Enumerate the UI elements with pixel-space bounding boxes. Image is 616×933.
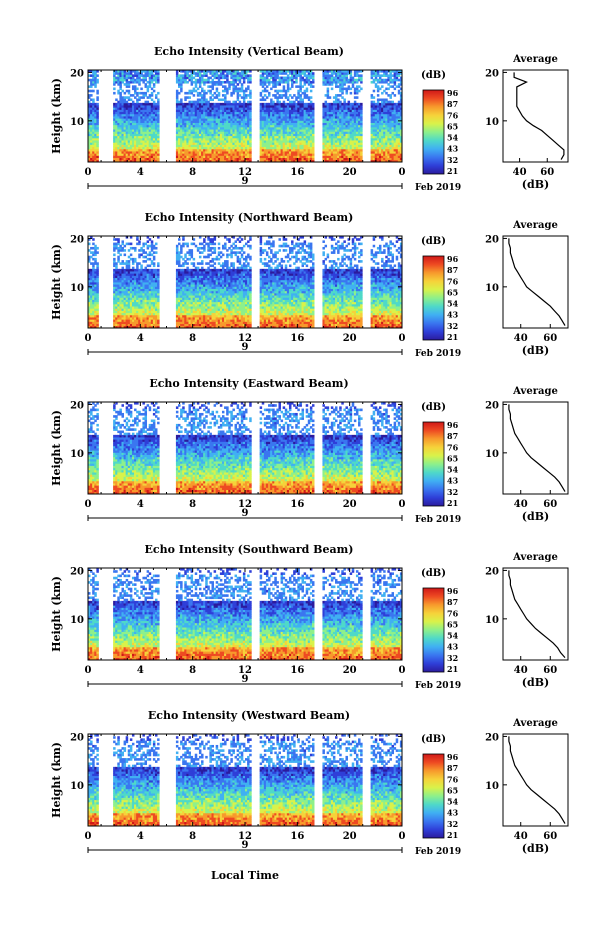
heatmap-cell	[218, 92, 220, 95]
heatmap	[88, 70, 402, 162]
average-profile-line	[514, 72, 564, 159]
heatmap-cell	[96, 74, 98, 77]
colorbar-tick-label: 87	[447, 99, 458, 109]
beam-panel: Echo Intensity (Vertical Beam) Height (km…	[50, 45, 568, 193]
colorbar-tick-label: 43	[447, 144, 459, 154]
heatmap-cell	[90, 94, 92, 97]
day-label: 9	[242, 176, 249, 187]
colorbar-tick-label: 32	[447, 155, 458, 165]
colorbar-tick-label: 21	[447, 166, 458, 176]
heatmap-cell	[113, 258, 115, 261]
heatmap-cell	[268, 92, 270, 95]
x-tick-label: 0	[85, 167, 92, 178]
heatmap-cell	[360, 74, 362, 77]
colorbar-tick-label: 65	[447, 121, 458, 131]
date-label: Feb 2019	[415, 183, 461, 193]
heatmap-cell	[249, 90, 251, 93]
average-frame	[503, 70, 568, 162]
heatmap-cell	[312, 85, 314, 88]
x-tick-label: 0	[399, 167, 406, 178]
beam-panel: Echo Intensity (Northward Beam) Height (k…	[50, 211, 568, 359]
heatmap-cell	[188, 96, 190, 99]
heatmap-cell	[350, 92, 352, 95]
heatmap-cell	[96, 79, 98, 82]
heatmap-cell	[327, 88, 329, 91]
heatmap-cell	[119, 254, 121, 257]
heatmap-cell	[306, 88, 308, 91]
colorbar-tick-label: 76	[447, 110, 459, 120]
heatmap-cell	[373, 90, 375, 93]
y-tick-label: 20	[70, 68, 84, 79]
heatmap-cell	[312, 72, 314, 75]
heatmap-cell	[92, 98, 94, 101]
y-tick-label: 10	[70, 117, 84, 128]
heatmap-cell	[96, 90, 98, 93]
heatmap-cell	[92, 238, 94, 241]
average-y-tick-label: 20	[485, 68, 499, 79]
heatmap-cell	[117, 238, 119, 241]
panel-title: Echo Intensity (Vertical Beam)	[154, 45, 344, 58]
heatmap-cell	[157, 92, 159, 95]
heatmap-cell	[153, 90, 155, 93]
colorbar-tick-label: 54	[447, 133, 459, 143]
heatmap-cell	[283, 85, 285, 88]
heatmap-cell	[310, 96, 312, 99]
average-y-tick-label: 10	[485, 117, 499, 128]
y-axis-label: Height (km)	[50, 78, 63, 154]
average-x-tick-label: 60	[540, 167, 554, 178]
heatmap-cell	[394, 94, 396, 97]
heatmap-cell	[124, 249, 126, 252]
heatmap	[88, 236, 402, 328]
heatmap-cell	[312, 103, 314, 106]
average-xlabel: (dB)	[522, 178, 549, 191]
colorbar-tick-label: 96	[447, 88, 459, 98]
colorbar-unit: (dB)	[421, 70, 446, 81]
heatmap-cell	[113, 88, 115, 91]
heatmap-cell	[128, 90, 130, 93]
heatmap-cell	[377, 94, 379, 97]
heatmap-cell	[94, 258, 96, 261]
heatmap-cell	[121, 240, 123, 243]
heatmap-cell	[136, 88, 138, 91]
heatmap-cell	[124, 254, 126, 257]
heatmap-cell	[96, 247, 98, 250]
heatmap-cell	[381, 85, 383, 88]
heatmap-cell	[96, 96, 98, 99]
heatmap-cell	[331, 88, 333, 91]
heatmap-cell	[310, 90, 312, 93]
heatmap-cell	[216, 88, 218, 91]
heatmap-cell	[96, 251, 98, 254]
heatmap-cell	[356, 96, 358, 99]
panels: Echo Intensity (Vertical Beam) Height (km…	[50, 45, 568, 857]
heatmap-cell	[96, 262, 98, 265]
average-x-tick-label: 40	[513, 167, 527, 178]
heatmap-cell	[140, 88, 142, 91]
heatmap-cell	[360, 88, 362, 91]
heatmap-cell	[92, 90, 94, 93]
heatmap-cell	[249, 74, 251, 77]
x-tick-label: 8	[189, 167, 196, 178]
heatmap-cell	[193, 94, 195, 97]
heatmap-cell	[113, 254, 115, 257]
colorbar	[423, 90, 444, 174]
heatmap-cell	[249, 101, 251, 104]
x-tick-label: 20	[343, 167, 357, 178]
heatmap-cell	[343, 98, 345, 101]
panel-title: Echo Intensity (Northward Beam)	[145, 211, 354, 224]
heatmap-cell	[373, 96, 375, 99]
heatmap-cell	[247, 85, 249, 88]
heatmap-cell	[180, 98, 182, 101]
y-axis-label: Height (km)	[50, 244, 63, 320]
heatmap-cell	[96, 103, 98, 106]
heatmap-cell	[329, 96, 331, 99]
heatmap-cell	[113, 92, 115, 95]
heatmap-cell	[360, 103, 362, 106]
average-title: Average	[512, 54, 558, 65]
heatmap-cell	[157, 98, 159, 101]
x-tick-label: 16	[290, 167, 304, 178]
x-tick-label: 4	[137, 167, 144, 178]
